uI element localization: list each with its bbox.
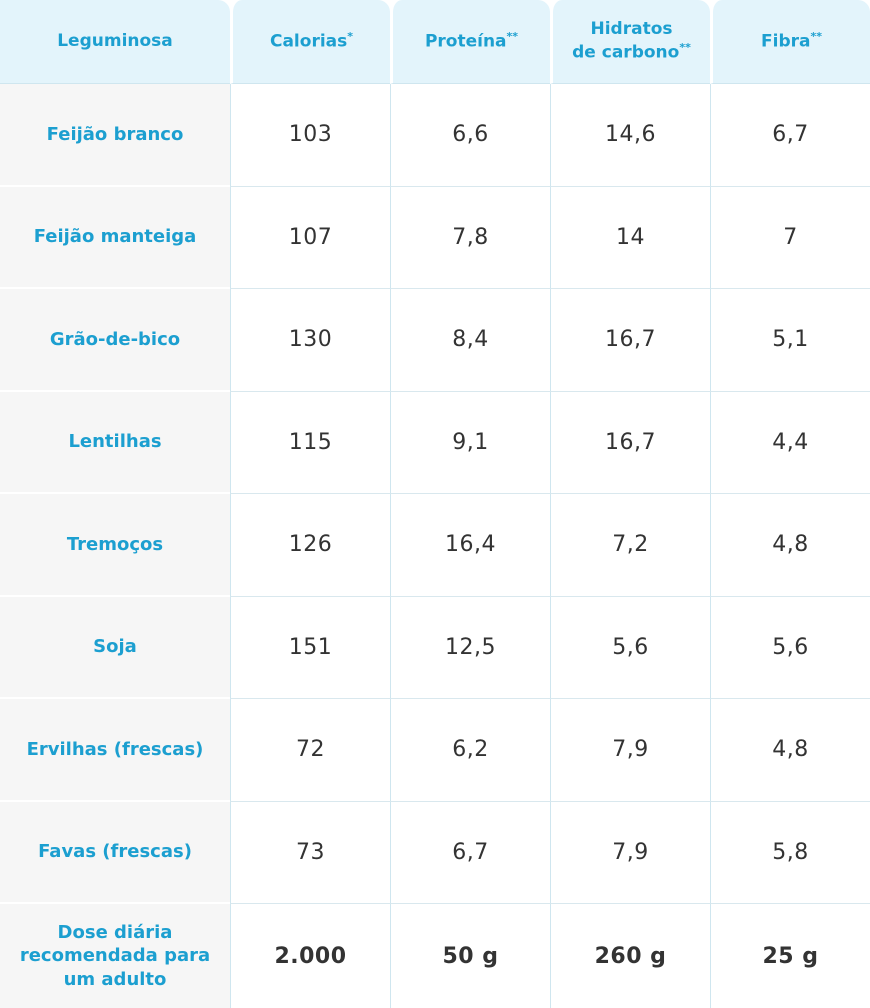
cell-fibra: 6,7 — [710, 84, 870, 187]
row-label: Lentilhas — [0, 391, 230, 494]
row-label: Feijão manteiga — [0, 186, 230, 289]
cell-proteina: 12,5 — [390, 596, 550, 699]
cell-calorias: 103 — [230, 84, 390, 187]
cell-fibra: 4,4 — [710, 391, 870, 494]
cell-hidratos: 14,6 — [550, 84, 710, 187]
row-label: Tremoços — [0, 494, 230, 597]
cell-proteina: 6,2 — [390, 699, 550, 802]
row-label: Grão-de-bico — [0, 289, 230, 392]
header-label: Hidratos — [590, 19, 673, 40]
cell-proteina: 16,4 — [390, 494, 550, 597]
cell-calorias: 73 — [230, 801, 390, 904]
row-label: Ervilhas (frescas) — [0, 699, 230, 802]
cell-proteina: 6,6 — [390, 84, 550, 187]
daily-dose-hidratos: 260 g — [550, 904, 710, 1008]
cell-calorias: 126 — [230, 494, 390, 597]
cell-hidratos: 14 — [550, 186, 710, 289]
cell-calorias: 151 — [230, 596, 390, 699]
footnote-mark: * — [347, 29, 354, 43]
cell-hidratos: 7,2 — [550, 494, 710, 597]
header-hidratos: Hidratos de carbono** — [550, 0, 710, 84]
cell-fibra: 4,8 — [710, 494, 870, 597]
cell-hidratos: 7,9 — [550, 699, 710, 802]
header-label: Fibra — [761, 31, 811, 52]
cell-proteina: 9,1 — [390, 391, 550, 494]
cell-fibra: 4,8 — [710, 699, 870, 802]
header-label: Calorias — [269, 31, 348, 52]
header-label: Proteína — [424, 31, 507, 52]
cell-fibra: 5,1 — [710, 289, 870, 392]
cell-hidratos: 7,9 — [550, 801, 710, 904]
daily-dose-label: Dose diária recomendada para um adulto — [0, 904, 230, 1008]
header-fibra: Fibra** — [710, 0, 870, 84]
cell-fibra: 5,6 — [710, 596, 870, 699]
cell-proteina: 7,8 — [390, 186, 550, 289]
row-label: Soja — [0, 596, 230, 699]
footnote-mark: ** — [506, 29, 519, 43]
row-label: Feijão branco — [0, 84, 230, 187]
cell-calorias: 107 — [230, 186, 390, 289]
daily-dose-proteina: 50 g — [390, 904, 550, 1008]
cell-hidratos: 16,7 — [550, 289, 710, 392]
header-calorias: Calorias* — [230, 0, 390, 84]
header-leguminosa: Leguminosa — [0, 0, 230, 84]
cell-proteina: 8,4 — [390, 289, 550, 392]
cell-fibra: 7 — [710, 186, 870, 289]
cell-calorias: 72 — [230, 699, 390, 802]
cell-proteina: 6,7 — [390, 801, 550, 904]
cell-calorias: 115 — [230, 391, 390, 494]
footnote-mark: ** — [810, 29, 822, 43]
cell-hidratos: 5,6 — [550, 596, 710, 699]
header-label: Leguminosa — [57, 31, 173, 52]
cell-calorias: 130 — [230, 289, 390, 392]
footnote-mark: ** — [679, 41, 691, 55]
daily-dose-fibra: 25 g — [710, 904, 870, 1008]
header-proteina: Proteína** — [390, 0, 550, 84]
daily-dose-calorias: 2.000 — [230, 904, 390, 1008]
cell-fibra: 5,8 — [710, 801, 870, 904]
row-label: Favas (frescas) — [0, 801, 230, 904]
cell-hidratos: 16,7 — [550, 391, 710, 494]
header-label: de carbono — [572, 42, 680, 63]
